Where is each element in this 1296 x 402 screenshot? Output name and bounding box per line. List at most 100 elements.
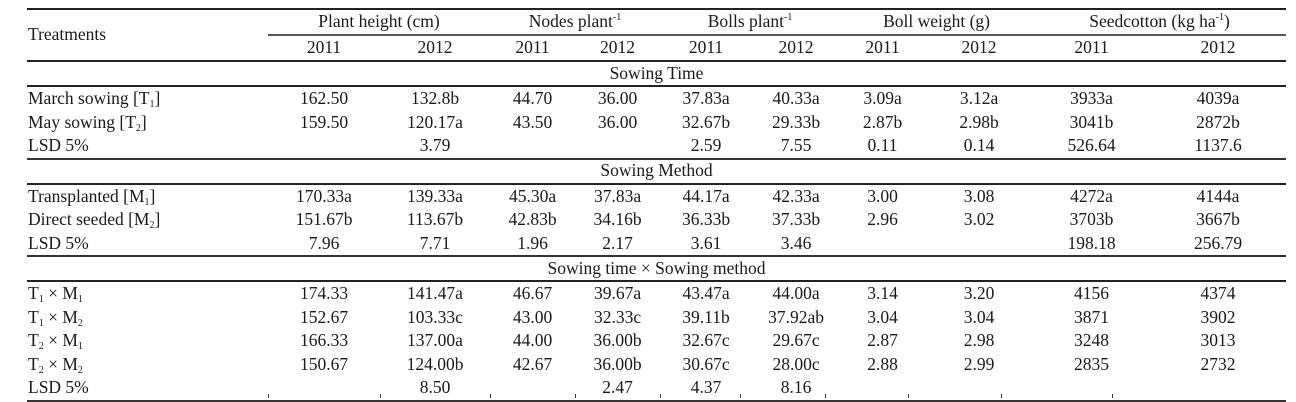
column-tick [1001, 394, 1002, 398]
cell: 4144a [1196, 185, 1240, 206]
cell: 4.37 [660, 376, 753, 402]
cell: 2.88 [867, 353, 898, 374]
lsd-row: LSD 5% 7.96 7.71 1.96 2.17 3.61 3.46 198… [27, 231, 1287, 257]
cell: 159.50 [299, 111, 349, 132]
cell: 152.67 [299, 306, 349, 327]
cell [925, 376, 1034, 402]
year-header: 2012 [925, 35, 1034, 62]
cell: 37.33b [771, 209, 821, 229]
cell: 1.96 [490, 231, 576, 257]
year-header: 2011 [268, 35, 380, 62]
cell: 45.30a [508, 185, 557, 206]
cell: 2732 [1200, 353, 1236, 374]
cell: 4374 [1200, 283, 1236, 303]
group-header-nodes-plant: Nodes plant-1 [490, 8, 661, 36]
row-label: March sowing [T1] [28, 88, 161, 110]
cell: 39.11b [682, 306, 730, 327]
year-header: 2012 [380, 35, 491, 62]
cell: 2.99 [963, 353, 995, 374]
cell: 3.08 [963, 185, 995, 206]
cell: 124.00b [406, 353, 464, 374]
cell: 3.00 [867, 185, 898, 206]
cell: 2.87b [862, 111, 903, 132]
cell: 2.98b [959, 111, 999, 132]
cell: 198.18 [1033, 231, 1151, 257]
section-header-interaction: Sowing time × Sowing method [27, 256, 1287, 282]
cell: 139.33a [407, 185, 463, 206]
cell: 44.00 [512, 330, 553, 350]
year-header: 2011 [840, 35, 926, 62]
cell: 3.04 [867, 306, 898, 327]
row-label: T1 × M1 [28, 283, 83, 305]
cell: 43.00 [512, 306, 553, 327]
cell: 0.14 [925, 134, 1034, 160]
cell [1033, 376, 1151, 402]
row-label: T2 × M2 [28, 353, 83, 376]
cell: 103.33c [407, 306, 463, 327]
year-header: 2012 [752, 35, 841, 62]
cell: 44.70 [512, 88, 553, 108]
cell: 7.96 [268, 231, 380, 257]
cell: 3.79 [380, 134, 491, 160]
column-tick [740, 394, 741, 398]
cell: 44.17a [682, 185, 730, 206]
cell: 36.00 [597, 88, 638, 108]
cell: 37.83a [593, 185, 642, 206]
cell: 150.67 [299, 353, 349, 374]
cell: 29.67c [772, 330, 820, 350]
cell: 42.67 [512, 353, 553, 374]
cell: 2.59 [660, 134, 753, 160]
table-row: May sowing [T2] 159.50 120.17a 43.50 36.… [27, 111, 1286, 135]
cell: 2.98 [963, 330, 995, 350]
row-label: LSD 5% [27, 376, 268, 402]
cell: 2.17 [575, 231, 661, 257]
cell: 1137.6 [1150, 134, 1287, 160]
column-tick [268, 394, 269, 398]
year-header: 2012 [1150, 35, 1287, 62]
column-tick [380, 394, 381, 398]
cell: 32.67c [682, 330, 730, 350]
cell: 32.67b [681, 111, 731, 132]
cell: 174.33 [299, 283, 349, 303]
section-title: Sowing Method [27, 158, 1287, 185]
cell: 42.83b [508, 209, 557, 229]
cell: 3041b [1069, 111, 1114, 132]
cell: 30.67c [682, 353, 730, 374]
cell: 3013 [1200, 330, 1236, 350]
cell: 526.64 [1033, 134, 1151, 160]
group-header-plant-height: Plant height (cm) [268, 8, 491, 36]
cell: 37.92ab [768, 306, 824, 327]
column-tick [908, 394, 909, 398]
table-row: T2 × M1 166.33 137.00a 44.00 36.00b 32.6… [27, 329, 1286, 353]
column-tick [660, 394, 661, 398]
cell: 132.8b [410, 88, 460, 108]
cell: 3248 [1074, 330, 1110, 350]
column-tick [1112, 394, 1113, 398]
group-header-boll-weight: Boll weight (g) [840, 8, 1034, 36]
year-header: 2011 [1033, 35, 1151, 62]
cell: 3.12a [959, 88, 999, 108]
cell [925, 231, 1034, 257]
cell: 36.00b [593, 353, 642, 374]
column-tick [490, 394, 491, 398]
column-tick [825, 394, 826, 398]
cell: 3.61 [660, 231, 753, 257]
cell: 4156 [1074, 283, 1110, 303]
cell: 3703b [1069, 209, 1114, 229]
year-header: 2011 [490, 35, 576, 62]
cell: 256.79 [1150, 231, 1287, 257]
bottom-rule-ticks [0, 394, 1296, 400]
lsd-row: LSD 5% 8.50 2.47 4.37 8.16 [27, 376, 1287, 402]
table-row: T1 × M1 174.33 141.47a 46.67 39.67a 43.4… [27, 281, 1286, 306]
cell: 2.47 [575, 376, 661, 402]
column-tick [575, 394, 576, 398]
cell: 151.67b [295, 209, 353, 229]
cell: 40.33a [772, 88, 820, 108]
table-row: Direct seeded [M2] 151.67b 113.67b 42.83… [27, 208, 1286, 232]
cell [840, 376, 926, 402]
cell [840, 231, 926, 257]
cell: 36.33b [681, 209, 731, 229]
cell: 42.33a [772, 185, 820, 206]
cell: 4039a [1196, 88, 1240, 108]
cell: 3.04 [963, 306, 995, 327]
